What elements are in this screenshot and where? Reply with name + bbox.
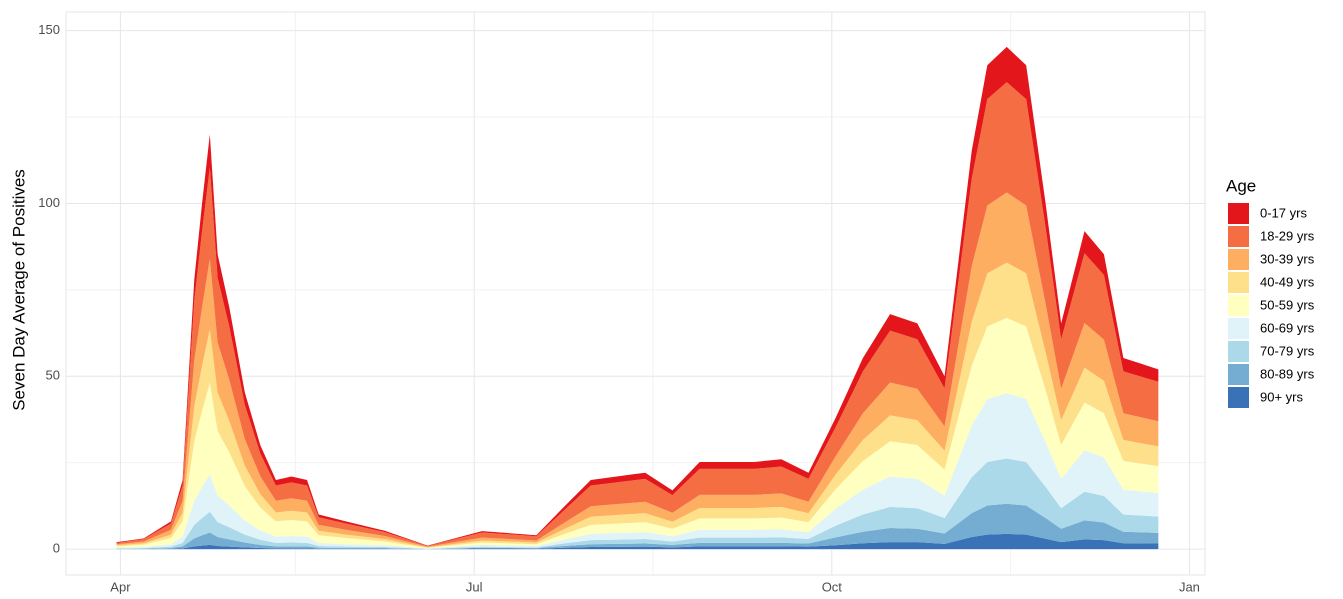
legend-swatch (1228, 318, 1249, 339)
x-tick-label: Jan (1179, 579, 1200, 594)
y-tick-label: 50 (46, 368, 60, 383)
legend-label: 60-69 yrs (1260, 320, 1315, 335)
x-tick-label: Jul (466, 579, 483, 594)
y-tick-label: 150 (38, 22, 60, 37)
y-tick-label: 0 (53, 541, 60, 556)
area (116, 458, 1159, 550)
area (116, 503, 1159, 550)
x-tick-label: Oct (822, 579, 843, 594)
area (116, 533, 1159, 550)
legend-label: 18-29 yrs (1260, 228, 1315, 243)
legend-label: 80-89 yrs (1260, 366, 1315, 381)
legend-title: Age (1226, 176, 1256, 195)
legend-label: 30-39 yrs (1260, 251, 1315, 266)
legend-label: 40-49 yrs (1260, 274, 1315, 289)
legend-swatch (1228, 272, 1249, 293)
plot-border (65, 11, 1206, 576)
y-axis-label: Seven Day Average of Positives (9, 169, 28, 411)
legend-label: 90+ yrs (1260, 389, 1303, 404)
y-tick-label: 100 (38, 195, 60, 210)
legend-swatch (1228, 295, 1249, 316)
legend-swatch (1228, 249, 1249, 270)
legend-swatch (1228, 364, 1249, 385)
legend-swatch (1228, 203, 1249, 224)
legend-label: 70-79 yrs (1260, 343, 1315, 358)
legend-label: 50-59 yrs (1260, 297, 1315, 312)
legend-label: 0-17 yrs (1260, 205, 1307, 220)
legend-swatch (1228, 226, 1249, 247)
legend-swatch (1228, 387, 1249, 408)
x-tick-label: Apr (110, 579, 131, 594)
legend-swatch (1228, 341, 1249, 362)
